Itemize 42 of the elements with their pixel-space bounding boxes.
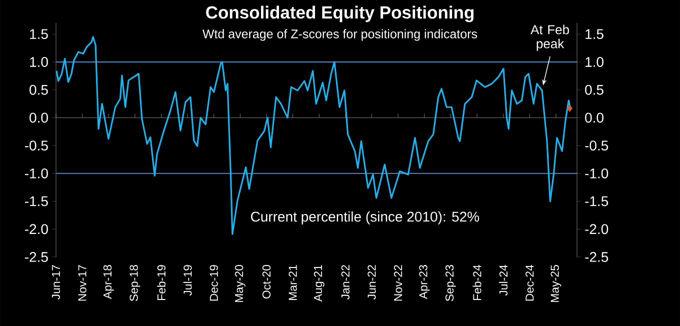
- y-tick-label: -1.5: [24, 196, 48, 206]
- x-tick-label: Nov-22: [394, 265, 402, 301]
- y-tick-label: -0.5: [24, 140, 48, 151]
- y2-tick-label: 0.5: [585, 84, 604, 95]
- y-tick-label: 0.0: [30, 112, 48, 123]
- x-tick-label: Jan-22: [341, 265, 350, 300]
- y-tick-label: -1.0: [24, 168, 48, 178]
- y2-tick-label: -2.5: [585, 252, 608, 262]
- x-tick-label: Feb-19: [157, 265, 166, 300]
- y2-tick-label: 0.0: [585, 112, 604, 123]
- x-tick-label: Dec-24: [526, 264, 534, 301]
- y2-tick-label: -2.0: [585, 224, 608, 234]
- x-tick-label: Jun-22: [368, 265, 376, 300]
- x-tick-label: Jun-17: [52, 265, 60, 300]
- y-tick-label: 1.5: [30, 29, 48, 40]
- y-tick-label: -2.5: [24, 252, 48, 262]
- x-tick-label: Mar-21: [288, 265, 297, 300]
- x-tick-label: Apr-23: [419, 265, 430, 300]
- annotation: At Feb peak: [530, 24, 569, 51]
- x-tick-label: May-20: [234, 264, 246, 302]
- y-tick-label: 0.5: [30, 84, 48, 95]
- chart-subtitle: Wtd average of Z-scores for positioning indicators: [202, 29, 478, 41]
- y2-tick-label: -1.0: [585, 168, 608, 178]
- x-tick-label: Apr-18: [103, 265, 114, 300]
- y-tick-label: -2.0: [24, 224, 48, 234]
- y2-tick-label: -1.5: [585, 196, 608, 206]
- y2-tick-label: 1.5: [586, 29, 604, 40]
- annotation: Current percentile (since 2010): 52%: [251, 211, 480, 224]
- y2-tick-label: -0.5: [585, 140, 608, 151]
- x-tick-label: Jul-24: [499, 264, 508, 296]
- y2-tick-label: 1.0: [586, 57, 604, 67]
- chart-title: Consolidated Equity Positioning: [206, 6, 474, 22]
- x-tick-label: Jul-19: [183, 265, 192, 296]
- x-tick-label: May-25: [550, 265, 562, 302]
- x-tick-label: Oct-20: [262, 264, 271, 298]
- x-tick-label: Sep-23: [445, 265, 456, 302]
- x-tick-label: Feb-24: [472, 264, 482, 300]
- x-tick-label: Aug-21: [314, 265, 324, 302]
- x-tick-label: Nov-17: [78, 265, 86, 301]
- x-tick-label: Dec-19: [210, 265, 218, 301]
- y-tick-label: 1.0: [30, 57, 48, 67]
- x-tick-label: Sep-18: [130, 265, 140, 302]
